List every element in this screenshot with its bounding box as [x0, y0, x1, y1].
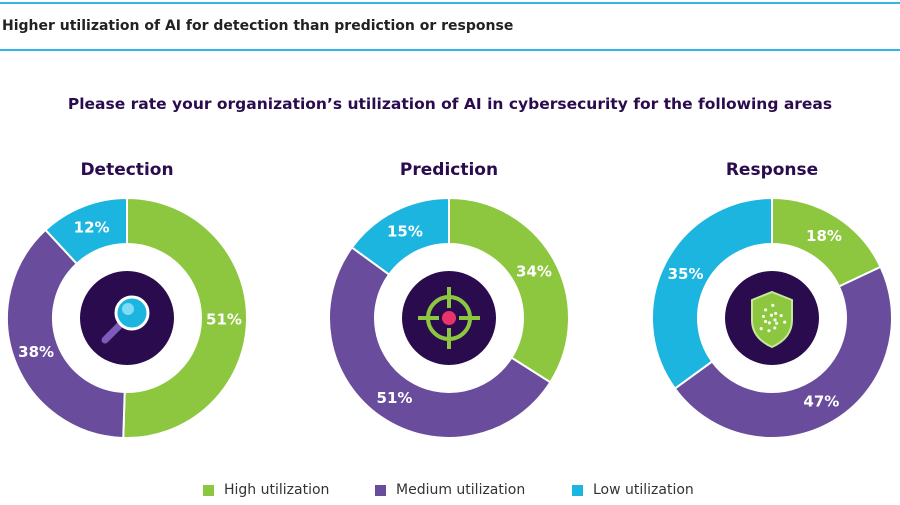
header-rule: [0, 49, 900, 51]
legend-label-high: High utilization: [224, 482, 330, 498]
legend-swatch-high: [203, 484, 214, 496]
legend-swatch-low: [572, 484, 583, 496]
legend-label-medium: Medium utilization: [396, 482, 526, 498]
detection-title: Detection: [80, 160, 174, 180]
detection-slice-medium: [6, 228, 126, 439]
detection-label-medium: 38%: [18, 343, 54, 361]
response-title: Response: [725, 160, 819, 180]
response-label-low: 35%: [668, 265, 704, 283]
prediction-slice-high: [448, 196, 570, 384]
prediction-label-medium: 51%: [377, 389, 413, 407]
response-label-high: 18%: [806, 227, 842, 245]
response-label-medium: 47%: [803, 392, 839, 410]
magnifier-icon: [80, 271, 174, 365]
response-slice-low: [651, 196, 773, 390]
prediction-slice-medium: [328, 246, 552, 439]
header-title: Higher utilization of AI for detection t…: [2, 18, 514, 34]
legend-item-low: Low utilization: [572, 482, 694, 498]
prediction-label-low: 15%: [387, 223, 423, 241]
prediction-label-high: 34%: [516, 262, 552, 280]
detection-slice-low: [44, 196, 128, 266]
top-rule: [0, 2, 900, 4]
prediction-title: Prediction: [399, 160, 499, 180]
legend-label-low: Low utilization: [593, 482, 694, 498]
response-slice-medium: [673, 265, 893, 439]
legend-swatch-medium: [375, 484, 386, 496]
crosshair-icon: [402, 271, 496, 365]
prediction-slice-low: [350, 196, 450, 276]
detection-label-low: 12%: [74, 219, 110, 237]
legend: High utilization Medium utilization Low …: [0, 482, 900, 502]
detection-slice-high: [122, 196, 248, 439]
legend-item-high: High utilization: [203, 482, 329, 498]
detection-label-high: 51%: [206, 311, 242, 329]
shield-icon: [725, 271, 819, 365]
legend-item-medium: Medium utilization: [375, 482, 525, 498]
chart-question: Please rate your organization’s utilizat…: [67, 95, 833, 113]
